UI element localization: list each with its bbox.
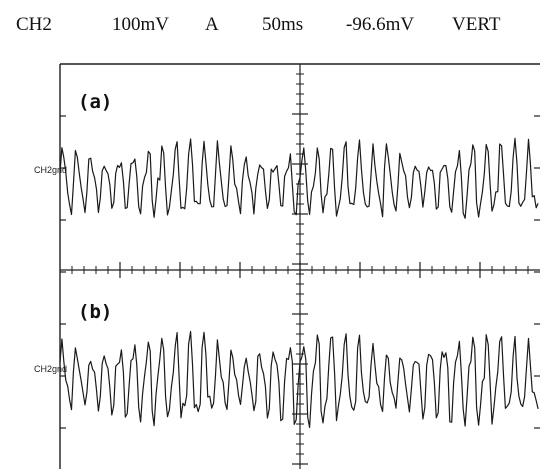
graticule bbox=[59, 63, 540, 469]
offset-readout: -96.6mV bbox=[346, 14, 415, 35]
volts-per-div-readout: 100mV bbox=[112, 14, 169, 35]
panel-a-label: (a) bbox=[78, 91, 112, 113]
panel-b-label: (b) bbox=[78, 301, 112, 323]
panel-b: (b) CH2gnd bbox=[34, 301, 539, 428]
panel-a-ground-marker: CH2gnd bbox=[34, 165, 67, 175]
panel-a: (a) CH2gnd bbox=[34, 91, 539, 219]
panel-b-trace bbox=[59, 330, 539, 428]
mode-readout: VERT bbox=[452, 14, 501, 35]
time-per-div-readout: 50ms bbox=[262, 14, 304, 35]
trigger-source-readout: A bbox=[205, 14, 219, 35]
panel-a-trace bbox=[59, 137, 539, 219]
channel-readout: CH2 bbox=[16, 14, 52, 35]
scope-readout-bar: CH2 100mV A 50ms -96.6mV VERT bbox=[0, 0, 540, 56]
panel-b-ground-marker: CH2gnd bbox=[34, 364, 67, 374]
